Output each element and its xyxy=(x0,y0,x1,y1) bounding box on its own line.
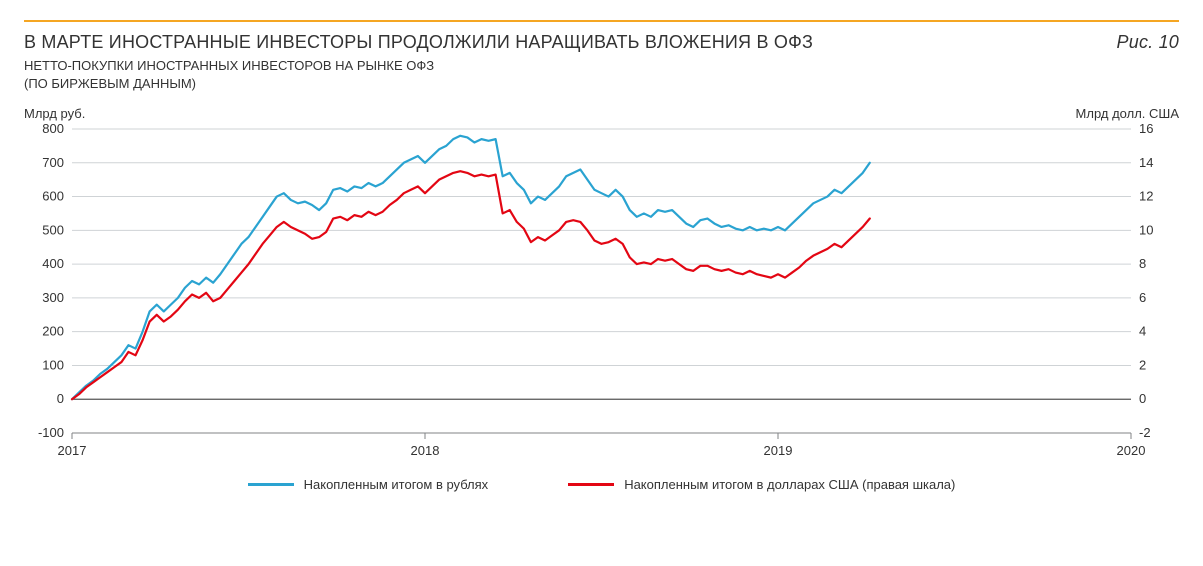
chart-svg: -100 0 100 200 300 400 500 600 700 800 -2 0 2 4 6 8 10 12… xyxy=(24,123,1179,463)
svg-text:2017: 2017 xyxy=(58,443,87,458)
axis-titles: Млрд руб. Млрд долл. США xyxy=(24,106,1179,121)
svg-text:10: 10 xyxy=(1139,222,1153,237)
y-left-axis-title: Млрд руб. xyxy=(24,106,85,121)
svg-text:700: 700 xyxy=(42,155,64,170)
legend-item-rub: Накопленным итогом в рублях xyxy=(248,477,489,492)
legend-item-usd: Накопленным итогом в долларах США (права… xyxy=(568,477,955,492)
figure-container: В МАРТЕ ИНОСТРАННЫЕ ИНВЕСТОРЫ ПРОДОЛЖИЛИ… xyxy=(0,0,1203,566)
svg-text:2020: 2020 xyxy=(1117,443,1146,458)
svg-text:2018: 2018 xyxy=(411,443,440,458)
chart-area: -100 0 100 200 300 400 500 600 700 800 -2 0 2 4 6 8 10 12… xyxy=(24,123,1179,463)
y-right-axis-title: Млрд долл. США xyxy=(1076,106,1179,121)
svg-text:16: 16 xyxy=(1139,123,1153,136)
svg-text:6: 6 xyxy=(1139,290,1146,305)
svg-text:200: 200 xyxy=(42,324,64,339)
svg-text:8: 8 xyxy=(1139,256,1146,271)
top-rule xyxy=(24,20,1179,22)
svg-text:-2: -2 xyxy=(1139,425,1151,440)
svg-text:4: 4 xyxy=(1139,324,1146,339)
svg-text:500: 500 xyxy=(42,222,64,237)
legend-swatch-usd xyxy=(568,483,614,486)
legend-label-usd: Накопленным итогом в долларах США (права… xyxy=(624,477,955,492)
svg-text:2: 2 xyxy=(1139,358,1146,373)
subtitle-line1: НЕТТО-ПОКУПКИ ИНОСТРАННЫХ ИНВЕСТОРОВ НА … xyxy=(24,57,1179,75)
svg-text:600: 600 xyxy=(42,189,64,204)
svg-text:2019: 2019 xyxy=(764,443,793,458)
svg-text:0: 0 xyxy=(1139,391,1146,406)
svg-text:-100: -100 xyxy=(38,425,64,440)
svg-text:300: 300 xyxy=(42,290,64,305)
chart-title: В МАРТЕ ИНОСТРАННЫЕ ИНВЕСТОРЫ ПРОДОЛЖИЛИ… xyxy=(24,32,813,53)
svg-text:100: 100 xyxy=(42,358,64,373)
svg-text:12: 12 xyxy=(1139,189,1153,204)
subtitle: НЕТТО-ПОКУПКИ ИНОСТРАННЫХ ИНВЕСТОРОВ НА … xyxy=(24,57,1179,92)
subtitle-line2: (ПО БИРЖЕВЫМ ДАННЫМ) xyxy=(24,75,1179,93)
legend-swatch-rub xyxy=(248,483,294,486)
title-row: В МАРТЕ ИНОСТРАННЫЕ ИНВЕСТОРЫ ПРОДОЛЖИЛИ… xyxy=(24,32,1179,53)
svg-text:400: 400 xyxy=(42,256,64,271)
figure-number: Рис. 10 xyxy=(1117,32,1179,53)
legend: Накопленным итогом в рублях Накопленным … xyxy=(24,477,1179,492)
svg-text:800: 800 xyxy=(42,123,64,136)
svg-text:14: 14 xyxy=(1139,155,1153,170)
legend-label-rub: Накопленным итогом в рублях xyxy=(304,477,489,492)
svg-text:0: 0 xyxy=(57,391,64,406)
